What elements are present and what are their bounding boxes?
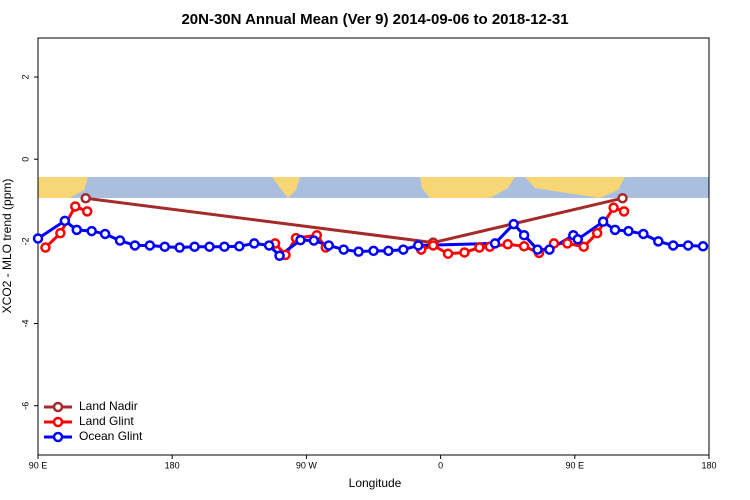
- point: [71, 224, 83, 236]
- legend-label: Land Nadir: [79, 399, 138, 413]
- map-strip: [38, 177, 709, 198]
- y-tick-label: -4: [20, 320, 30, 328]
- point: [591, 227, 603, 239]
- point: [412, 240, 424, 251]
- x-tick-label: 90 E: [566, 460, 585, 470]
- legend-label: Land Glint: [79, 414, 134, 428]
- y-tick-label: 0: [20, 157, 30, 162]
- point: [697, 241, 709, 252]
- point: [308, 235, 320, 246]
- point: [572, 234, 584, 245]
- y-tick-label: 2: [20, 75, 30, 80]
- point: [59, 215, 71, 227]
- point: [338, 244, 349, 255]
- point: [159, 241, 170, 252]
- point: [114, 235, 126, 246]
- legend-marker: [52, 431, 64, 443]
- point: [234, 241, 245, 252]
- point: [518, 229, 530, 241]
- map-land: [272, 177, 300, 198]
- point: [608, 202, 619, 213]
- point: [86, 225, 97, 237]
- point: [578, 241, 589, 252]
- point: [518, 241, 530, 252]
- point: [682, 240, 694, 251]
- point: [667, 240, 679, 251]
- point: [532, 244, 543, 255]
- point: [129, 240, 141, 251]
- y-tick-label: -6: [20, 402, 30, 410]
- point: [383, 245, 394, 257]
- point: [219, 241, 230, 252]
- plot-frame: [37, 37, 710, 456]
- point: [508, 218, 519, 230]
- legend-marker: [52, 416, 64, 428]
- point: [55, 227, 66, 239]
- point: [398, 244, 409, 255]
- point: [263, 240, 275, 251]
- x-tick-label: 90 W: [296, 460, 318, 470]
- point: [144, 240, 156, 251]
- y-axis-label: XCO2 - MLO trend (ppm): [0, 179, 14, 314]
- point: [70, 201, 81, 212]
- x-tick-label: 90 E: [29, 460, 48, 470]
- point: [638, 228, 649, 240]
- point: [597, 216, 609, 227]
- map-land: [525, 177, 625, 198]
- point: [562, 238, 573, 249]
- point: [80, 192, 91, 204]
- point: [368, 245, 379, 257]
- legend-label: Ocean Glint: [79, 429, 143, 443]
- point: [489, 238, 501, 249]
- point: [617, 192, 628, 204]
- point: [32, 233, 44, 244]
- point: [274, 250, 285, 261]
- point: [353, 246, 364, 257]
- point: [653, 236, 664, 247]
- x-tick-label: 180: [165, 460, 180, 470]
- chart-title: 20N-30N Annual Mean (Ver 9) 2014-09-06 t…: [181, 11, 568, 28]
- point: [544, 244, 555, 255]
- point: [618, 206, 630, 217]
- point: [623, 225, 634, 237]
- point: [204, 241, 215, 252]
- point: [81, 206, 93, 217]
- map-land: [420, 177, 515, 198]
- point: [442, 248, 454, 259]
- point: [295, 234, 306, 246]
- legend-marker: [52, 401, 64, 413]
- x-tick-label: 180: [701, 460, 716, 470]
- point: [502, 238, 513, 250]
- point: [40, 242, 51, 253]
- point: [474, 242, 485, 253]
- x-axis-label: Longitude: [349, 476, 402, 490]
- point: [323, 240, 335, 251]
- map-land: [38, 177, 88, 198]
- x-tick-label: 0: [438, 460, 443, 470]
- point: [248, 238, 260, 249]
- point: [189, 241, 200, 252]
- point: [174, 242, 185, 253]
- point: [99, 228, 111, 240]
- point: [427, 240, 439, 251]
- point: [609, 224, 621, 236]
- point: [459, 247, 470, 258]
- y-tick-label: -2: [20, 237, 30, 245]
